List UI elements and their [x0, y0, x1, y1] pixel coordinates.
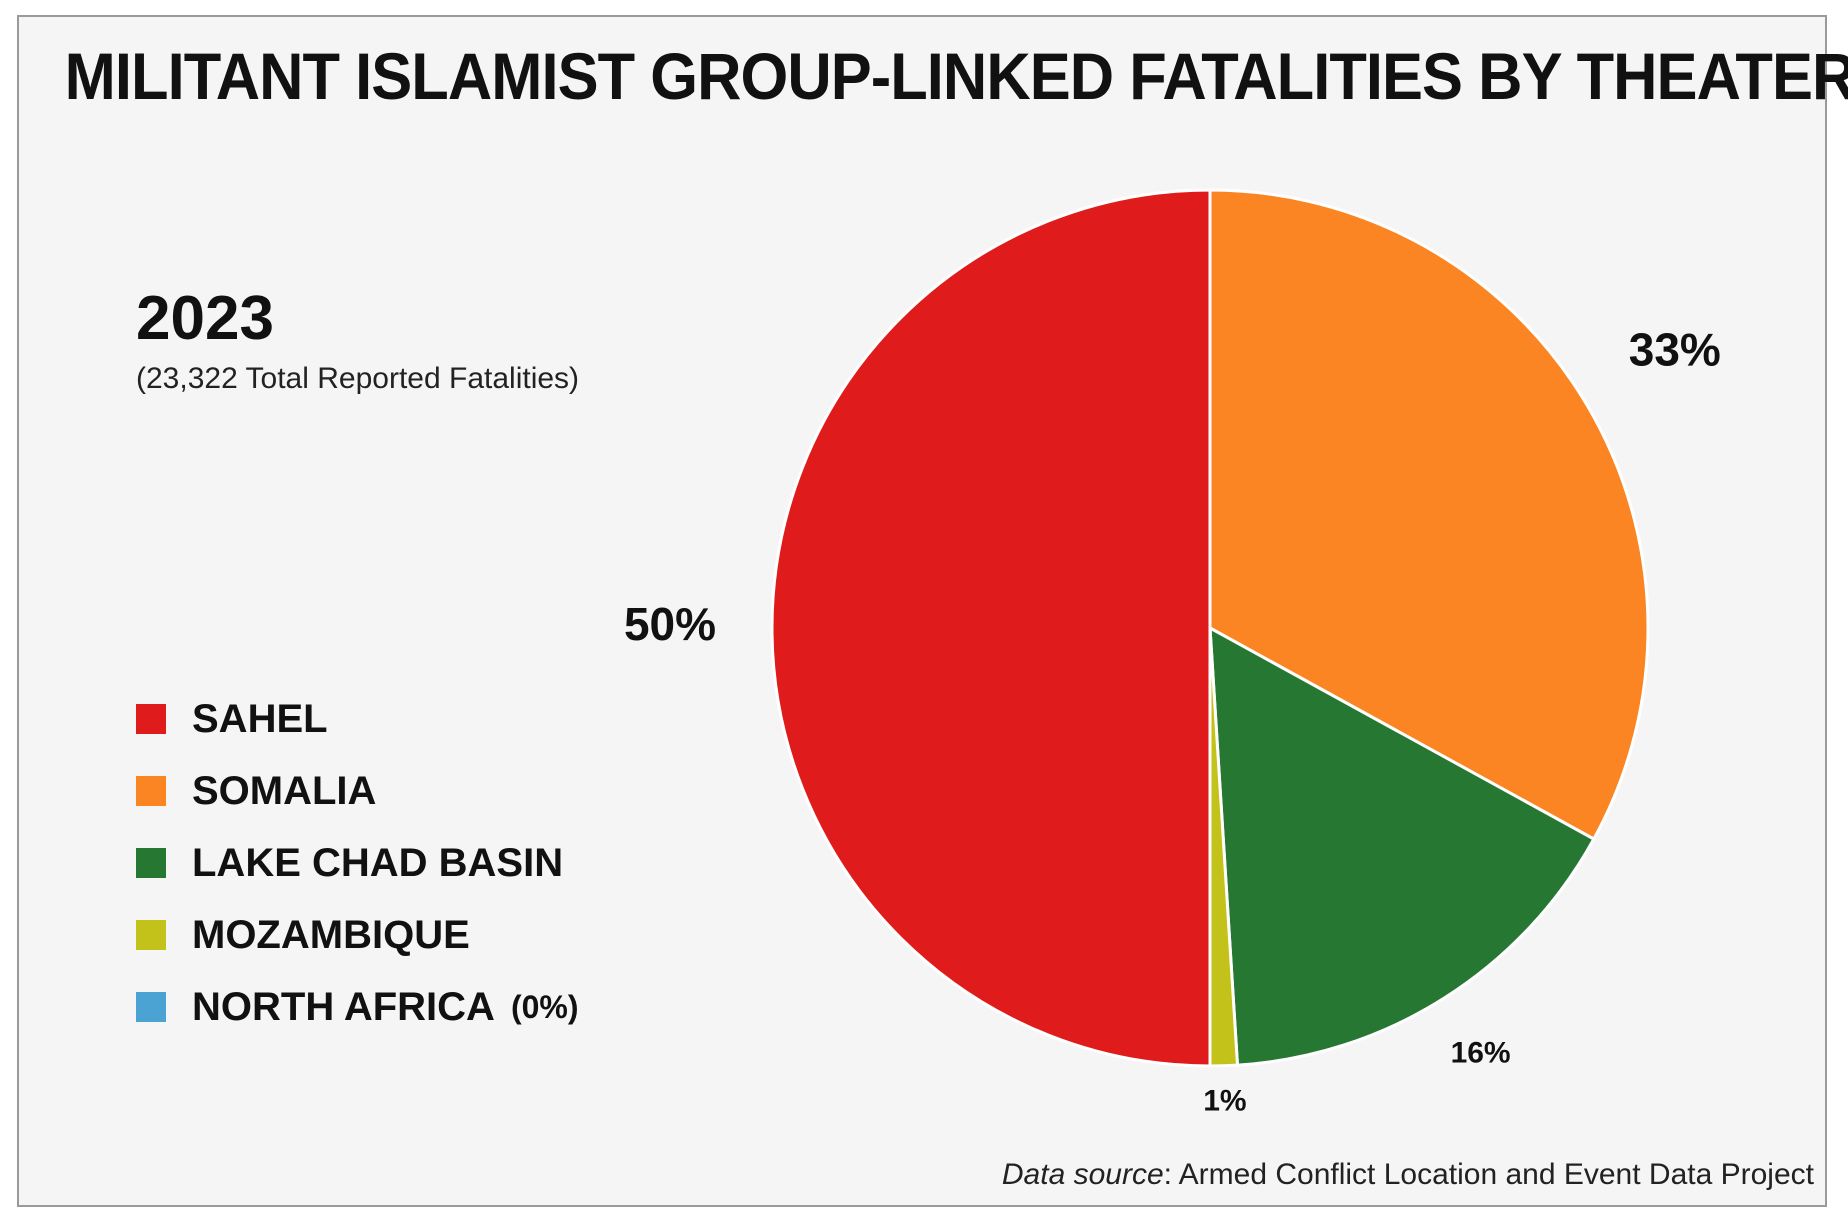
- legend-swatch: [136, 992, 166, 1022]
- pie-slice-lake-chad-basin: [1208, 625, 1596, 1067]
- slice-label-mozambique: 1%: [1203, 1085, 1246, 1118]
- legend-label: LAKE CHAD BASIN: [192, 840, 564, 885]
- legend-swatch: [136, 920, 166, 950]
- legend-item-mozambique: MOZAMBIQUE: [136, 899, 579, 971]
- pie-slice-somalia: [1208, 188, 1650, 842]
- legend-swatch: [136, 776, 166, 806]
- chart-title: MILITANT ISLAMIST GROUP-LINKED FATALITIE…: [64, 39, 1848, 113]
- chart-year: 2023: [136, 284, 274, 353]
- legend-label: SAHEL: [192, 696, 328, 741]
- data-source-label: Data source: [1001, 1158, 1164, 1191]
- slice-label-somalia: 33%: [1629, 323, 1721, 375]
- slice-label-sahel: 50%: [624, 598, 716, 650]
- legend-label: NORTH AFRICA: [192, 984, 495, 1029]
- legend-label: SOMALIA: [192, 768, 377, 813]
- legend-swatch: [136, 848, 166, 878]
- pie-slice-sahel: [770, 188, 1212, 1068]
- legend-swatch: [136, 704, 166, 734]
- legend-item-north-africa: NORTH AFRICA (0%): [136, 971, 579, 1043]
- data-source: Data source: Armed Conflict Location and…: [1002, 1158, 1814, 1192]
- data-source-text: : Armed Conflict Location and Event Data…: [1163, 1158, 1814, 1191]
- legend-item-sahel: SAHEL: [136, 683, 579, 755]
- legend-item-lake-chad-basin: LAKE CHAD BASIN: [136, 827, 579, 899]
- legend-note: (0%): [510, 988, 579, 1025]
- legend: SAHEL SOMALIA LAKE CHAD BASIN MOZAMBIQUE…: [136, 683, 579, 1043]
- slice-label-lake-chad-basin: 16%: [1451, 1036, 1511, 1069]
- legend-item-somalia: SOMALIA: [136, 755, 579, 827]
- legend-label: MOZAMBIQUE: [192, 912, 470, 957]
- chart-total-fatalities: (23,322 Total Reported Fatalities): [136, 362, 580, 395]
